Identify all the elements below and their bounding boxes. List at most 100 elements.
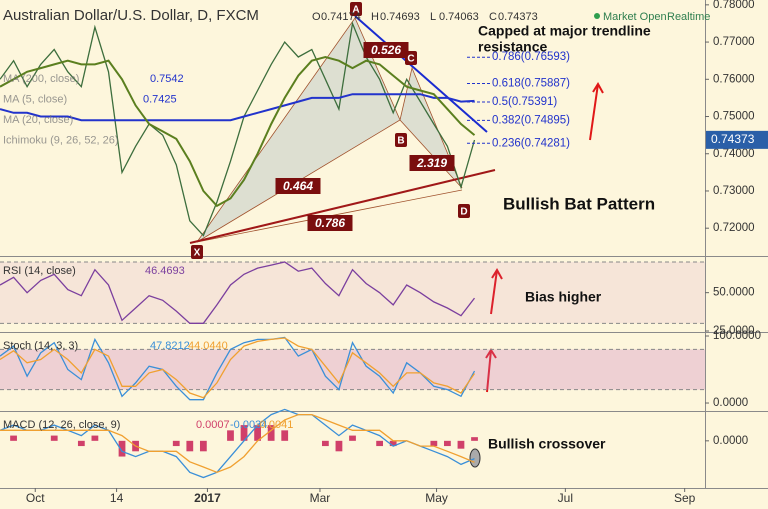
- arrows: [485, 82, 604, 393]
- value-label: 44.0440: [188, 340, 228, 352]
- y-tick-label: 0.78000: [713, 0, 755, 11]
- annotation: Bullish crossover: [488, 436, 606, 452]
- ratio-box: [409, 155, 455, 171]
- value-label: 0.0007: [196, 419, 230, 431]
- histogram-bar: [227, 430, 234, 441]
- point-box: [458, 204, 470, 218]
- histogram-bar: [430, 440, 438, 447]
- value-label: 47.8212: [150, 340, 190, 352]
- histogram-bar: [349, 435, 356, 441]
- band: [0, 349, 705, 390]
- value-label: -0.0034: [230, 419, 267, 431]
- point-label: A: [352, 5, 359, 16]
- indicator-label: MA (5, close): [3, 93, 67, 105]
- y-tick-label: 0.0000: [713, 397, 748, 409]
- series-line: [0, 413, 475, 473]
- x-tick-label: 14: [110, 491, 124, 505]
- ratio-label: 0.526: [371, 43, 401, 57]
- point-box: [191, 245, 203, 259]
- status-dot: [594, 13, 600, 19]
- fib-label: 0.236(0.74281): [492, 137, 570, 149]
- annotation: Capped at major trendline: [478, 23, 651, 39]
- series-line: [0, 408, 475, 479]
- series-line: [0, 336, 476, 401]
- fib-label: 0.5(0.75391): [492, 96, 557, 108]
- feed: Realtime: [667, 11, 710, 23]
- histogram-bar: [267, 425, 275, 441]
- resistance-line: [354, 15, 488, 133]
- pane-label: Stoch (14, 3, 3): [3, 340, 78, 352]
- fib-label: 0.382(0.74895): [492, 114, 570, 126]
- y-tick-label: 0.77000: [713, 36, 755, 48]
- x-tick-label: 2017: [194, 491, 221, 505]
- band: [0, 261, 705, 324]
- histogram-bar: [444, 440, 451, 447]
- y-tick-label: 0.0000: [713, 435, 748, 447]
- point-box: [350, 2, 362, 16]
- ohlc-value: 0.74373: [498, 11, 538, 23]
- series-line: [0, 261, 476, 324]
- pane-label: RSI (14, close): [3, 265, 76, 277]
- highlight-circle: [469, 448, 481, 468]
- histogram-bar: [199, 440, 207, 452]
- x-tick-label: Oct: [26, 491, 45, 505]
- ohlc-label: L: [430, 11, 436, 23]
- ohlc-value: 0.74063: [439, 11, 479, 23]
- annotation: Bias higher: [525, 289, 602, 305]
- series-line: [0, 337, 476, 399]
- x-tick-label: Jul: [558, 491, 573, 505]
- point-box: [395, 133, 407, 147]
- support-line: [189, 169, 496, 244]
- histogram-bar: [91, 435, 99, 441]
- histogram-bar: [281, 430, 289, 441]
- ratio-label: 0.786: [315, 216, 345, 230]
- price-tag-label: 0.74373: [711, 132, 755, 146]
- y-tick-label: 100.0000: [713, 330, 761, 342]
- histogram-bar: [376, 440, 384, 447]
- histogram-bar: [118, 440, 126, 457]
- ohlc-label: C: [489, 11, 497, 23]
- indicator-value: 0.7425: [143, 93, 177, 105]
- x-tick-label: Sep: [674, 491, 696, 505]
- annotation: Bullish Bat Pattern: [503, 194, 655, 213]
- y-tick-label: 0.72000: [713, 222, 755, 234]
- ratio-label: 2.319: [416, 156, 447, 170]
- chart-title: Australian Dollar/U.S. Dollar, D, FXCM: [3, 7, 259, 24]
- point-label: B: [397, 136, 404, 147]
- histogram-bar: [471, 437, 478, 441]
- pane-label: MACD (12, 26, close, 9): [3, 419, 120, 431]
- histogram-bar: [240, 425, 248, 441]
- histogram-bar: [172, 440, 180, 447]
- value-label: -0.0041: [256, 419, 293, 431]
- y-tick-label: 50.0000: [713, 287, 755, 299]
- point-label: X: [194, 248, 201, 259]
- ratio-label: 0.464: [283, 179, 313, 193]
- series-line: [0, 93, 475, 122]
- ratio-box: [363, 42, 409, 58]
- arrow: [490, 268, 503, 315]
- status: Market Open: [603, 11, 667, 23]
- point-box: [405, 51, 417, 65]
- histogram-bar: [10, 435, 17, 441]
- indicator-label: Ichimoku (9, 26, 52, 26): [3, 134, 119, 146]
- ohlc-value: 0.74174: [321, 11, 361, 23]
- indicator-label: MA (200, close): [3, 73, 79, 85]
- ratio-box: [307, 215, 353, 231]
- point-label: D: [460, 207, 467, 218]
- histogram-bar: [77, 440, 85, 447]
- x-tick-label: Mar: [310, 491, 331, 505]
- histogram-bar: [50, 435, 58, 441]
- indicator-label: MA (20, close): [3, 114, 73, 126]
- y-tick-label: 0.76000: [713, 73, 755, 85]
- x-tick-label: May: [425, 491, 448, 505]
- histogram-bar: [321, 440, 329, 447]
- ohlc-value: 0.74693: [380, 11, 420, 23]
- price-tag: [706, 130, 768, 149]
- arrow: [485, 348, 497, 393]
- ohlc-label: H: [371, 11, 379, 23]
- histogram-bar: [186, 440, 194, 452]
- histogram-bar: [457, 440, 465, 449]
